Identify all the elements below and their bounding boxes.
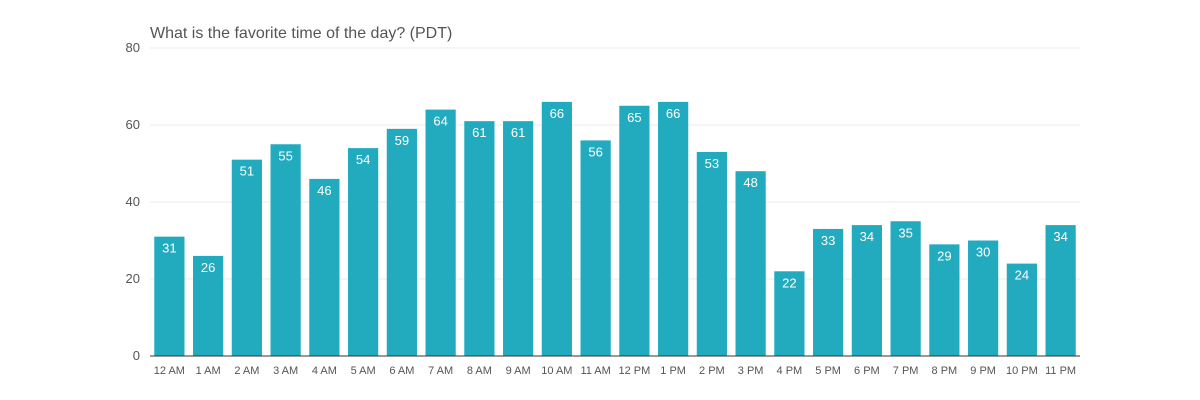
bar-10-am <box>541 101 572 357</box>
bar-data-label: 55 <box>278 148 292 163</box>
bar-data-label: 56 <box>588 144 602 159</box>
bar-8-pm <box>929 244 960 356</box>
x-tick-label: 6 PM <box>854 365 880 377</box>
bar-7-am <box>425 109 456 356</box>
bar-data-label: 66 <box>666 106 680 121</box>
bar-data-label: 53 <box>705 156 719 171</box>
bar-data-label: 31 <box>162 241 176 256</box>
x-tick-label: 12 PM <box>618 365 650 377</box>
bar-10-pm <box>1006 263 1037 356</box>
x-tick-label: 9 PM <box>970 365 996 377</box>
x-tick-label: 8 PM <box>932 365 958 377</box>
bar-3-pm <box>735 171 766 356</box>
x-tick-label: 3 AM <box>273 365 298 377</box>
x-tick-label: 2 AM <box>234 365 259 377</box>
bar-data-label: 61 <box>511 125 525 140</box>
bar-6-am <box>386 128 417 356</box>
bar-data-label: 54 <box>356 152 370 167</box>
x-tick-label: 11 PM <box>1045 365 1076 377</box>
bar-data-label: 46 <box>317 183 331 198</box>
bar-data-label: 48 <box>743 175 757 190</box>
y-tick-label: 20 <box>126 271 140 286</box>
y-tick-label: 60 <box>126 117 140 132</box>
bar-data-label: 30 <box>976 245 990 260</box>
x-tick-label: 3 PM <box>738 365 764 377</box>
x-tick-label: 9 AM <box>506 365 531 377</box>
x-tick-label: 4 AM <box>312 365 337 377</box>
bar-7-pm <box>890 221 921 356</box>
y-tick-label: 80 <box>126 40 140 55</box>
x-tick-label: 10 PM <box>1006 365 1038 377</box>
y-tick-label: 0 <box>133 348 140 363</box>
x-tick-label: 1 AM <box>196 365 221 377</box>
bar-data-label: 22 <box>782 275 796 290</box>
bar-4-pm <box>774 271 805 356</box>
bar-8-am <box>464 121 495 357</box>
bar-data-label: 65 <box>627 110 641 125</box>
bar-data-label: 34 <box>860 229 874 244</box>
x-tick-label: 7 AM <box>428 365 453 377</box>
bar-11-am <box>580 140 611 356</box>
chart-title: What is the favorite time of the day? (P… <box>150 25 453 42</box>
bar-6-pm <box>851 225 882 356</box>
bar-data-label: 24 <box>1015 268 1029 283</box>
bar-2-pm <box>696 151 727 356</box>
bar-data-label: 64 <box>433 114 447 129</box>
bar-data-label: 51 <box>240 164 254 179</box>
x-tick-label: 8 AM <box>467 365 492 377</box>
x-tick-label: 5 AM <box>351 365 376 377</box>
x-tick-label: 10 AM <box>541 365 572 377</box>
x-tick-label: 12 AM <box>154 365 185 377</box>
bar-12-pm <box>619 105 650 356</box>
bar-12-am <box>154 236 185 356</box>
bar-data-label: 35 <box>898 225 912 240</box>
bar-5-pm <box>813 228 844 356</box>
bar-1-am <box>193 255 224 356</box>
x-tick-label: 1 PM <box>660 365 686 377</box>
bar-data-label: 29 <box>937 248 951 263</box>
bar-9-pm <box>968 240 999 356</box>
y-tick-label: 40 <box>126 194 140 209</box>
x-tick-label: 4 PM <box>777 365 803 377</box>
bar-data-label: 33 <box>821 233 835 248</box>
bar-11-pm <box>1045 225 1076 356</box>
x-tick-label: 5 PM <box>815 365 841 377</box>
x-tick-label: 2 PM <box>699 365 725 377</box>
bar-data-label: 34 <box>1053 229 1067 244</box>
bar-2-am <box>231 159 262 356</box>
x-tick-label: 11 AM <box>580 365 610 377</box>
bar-3-am <box>270 144 301 356</box>
bar-data-label: 66 <box>550 106 564 121</box>
bar-5-am <box>348 148 379 356</box>
bar-9-am <box>503 121 534 357</box>
x-tick-label: 6 AM <box>389 365 414 377</box>
bar-data-label: 61 <box>472 125 486 140</box>
x-tick-label: 7 PM <box>893 365 919 377</box>
bar-data-label: 26 <box>201 260 215 275</box>
bar-1-pm <box>658 101 689 357</box>
bar-data-label: 59 <box>395 133 409 148</box>
bar-4-am <box>309 178 340 356</box>
